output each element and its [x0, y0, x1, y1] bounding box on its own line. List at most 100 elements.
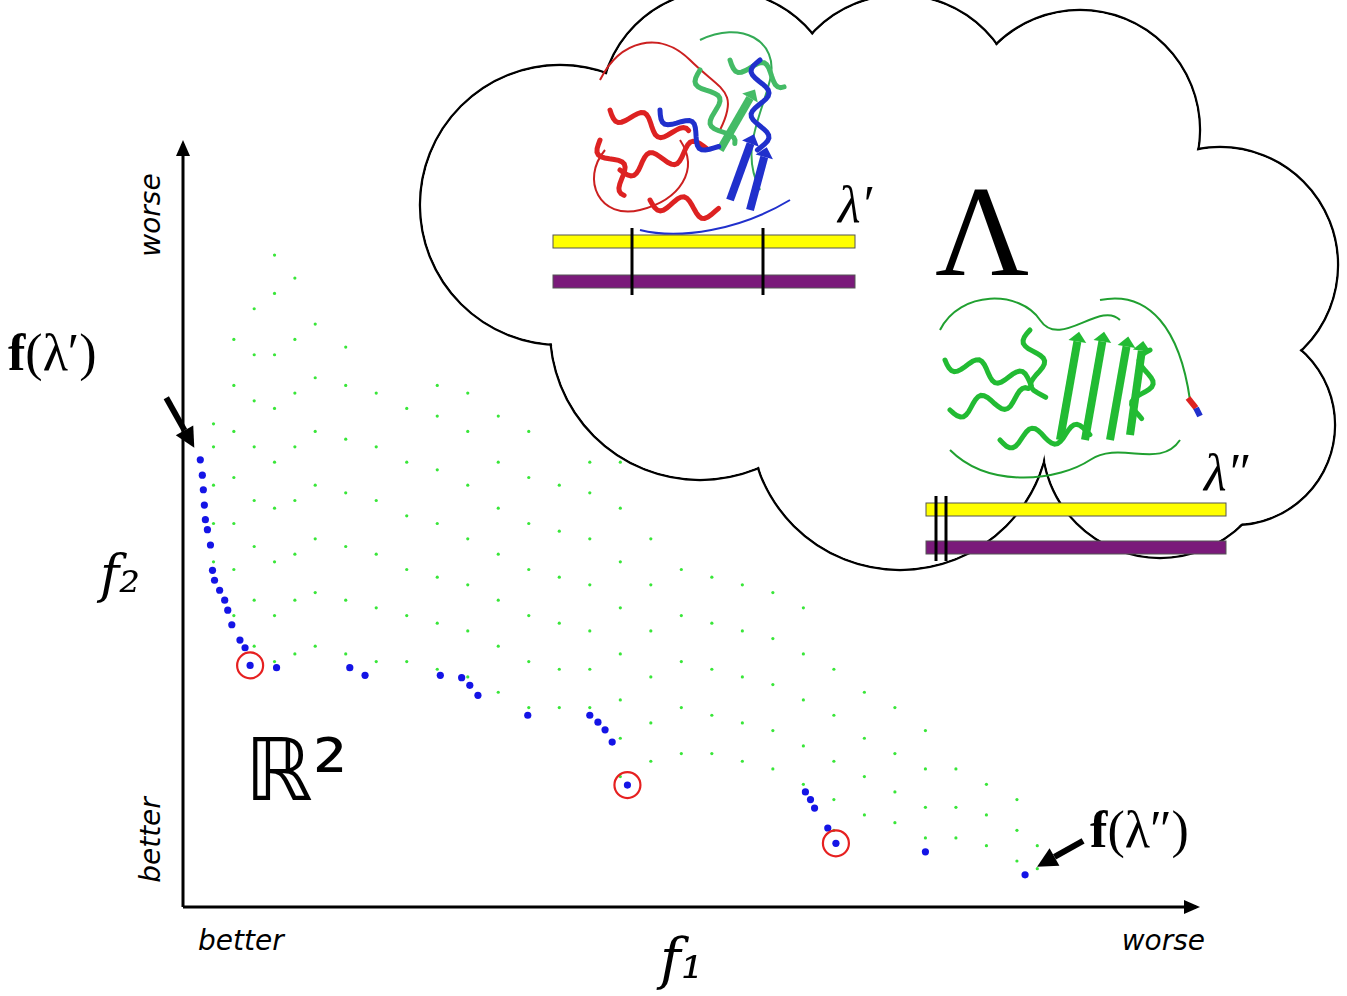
x-axis-title: f₁ — [656, 926, 703, 991]
dominated-point — [649, 760, 652, 763]
dominated-point — [893, 790, 896, 793]
pareto-point — [197, 456, 204, 463]
dominated-point — [232, 338, 235, 341]
dominated-point — [375, 392, 378, 395]
dominated-point — [771, 591, 774, 594]
dominated-point — [527, 430, 530, 433]
dominated-point — [344, 545, 347, 548]
dominated-point — [710, 576, 713, 579]
pareto-point — [922, 848, 929, 855]
dominated-point — [466, 537, 469, 540]
protein-helix — [945, 360, 1031, 386]
dominated-point — [832, 798, 835, 801]
dominated-point — [649, 583, 652, 586]
dominated-point — [314, 430, 317, 433]
dominated-point — [619, 560, 622, 563]
dominated-point — [273, 292, 276, 295]
dominated-point — [985, 813, 988, 816]
dominated-point — [1015, 829, 1018, 832]
pareto-point — [199, 472, 206, 479]
dominated-point — [436, 576, 439, 579]
dominated-point — [293, 392, 296, 395]
bar-purple — [926, 541, 1226, 554]
dominated-point — [344, 384, 347, 387]
pareto-point — [224, 607, 231, 614]
dominated-point — [588, 491, 591, 494]
protein-strand-head — [742, 134, 759, 146]
dominated-point — [344, 438, 347, 441]
pareto-point — [609, 738, 616, 745]
dominated-point — [273, 507, 276, 510]
dominated-point — [924, 767, 927, 770]
dominated-point — [293, 599, 296, 602]
protein-strand-head — [756, 147, 773, 159]
dominated-point — [588, 583, 591, 586]
arrow-b-head — [1037, 848, 1059, 867]
x-low-label: better — [198, 924, 285, 957]
dominated-point — [741, 760, 744, 763]
x-axis-arrow — [1184, 900, 1200, 914]
dominated-point — [466, 484, 469, 487]
dominated-point — [232, 568, 235, 571]
highlight-ring — [237, 652, 263, 678]
dominated-point — [771, 767, 774, 770]
dominated-point — [619, 507, 622, 510]
dominated-point — [497, 691, 500, 694]
y-low-label: better — [134, 796, 167, 883]
dominated-point — [436, 622, 439, 625]
dominated-point — [273, 461, 276, 464]
dominated-point — [558, 622, 561, 625]
dominated-point — [232, 614, 235, 617]
dominated-point — [527, 706, 530, 709]
arrow-b — [1054, 841, 1083, 857]
protein-strand — [1130, 351, 1142, 435]
dominated-point — [893, 706, 896, 709]
decision-space-cloud — [420, 0, 1338, 570]
dominated-point — [405, 568, 408, 571]
dominated-point — [375, 553, 378, 556]
dominated-point — [293, 445, 296, 448]
protein-helix — [660, 110, 719, 150]
dominated-point — [436, 468, 439, 471]
dominated-point — [466, 583, 469, 586]
bars-b — [926, 496, 1226, 561]
dominated-point — [832, 760, 835, 763]
pareto-point — [211, 577, 218, 584]
dominated-point — [314, 537, 317, 540]
dominated-point — [924, 729, 927, 732]
pareto-point — [346, 664, 353, 671]
pareto-point — [204, 526, 211, 533]
dominated-point — [771, 729, 774, 732]
design-a-label: λ′ — [836, 176, 874, 233]
dominated-point — [314, 376, 317, 379]
pareto-point — [832, 840, 839, 847]
dominated-point — [893, 821, 896, 824]
dominated-point — [649, 537, 652, 540]
dominated-point — [497, 461, 500, 464]
protein-helix — [620, 141, 708, 176]
dominated-point — [466, 629, 469, 632]
dominated-point — [649, 629, 652, 632]
dominated-point — [588, 706, 591, 709]
dominated-point — [741, 675, 744, 678]
protein-strand-head — [1118, 337, 1136, 348]
dominated-point — [649, 721, 652, 724]
dominated-point — [1015, 798, 1018, 801]
dominated-point — [232, 522, 235, 525]
dominated-point — [893, 752, 896, 755]
dominated-point — [558, 530, 561, 533]
highlight-ring — [614, 772, 640, 798]
dominated-point — [832, 714, 835, 717]
protein-strand — [1085, 342, 1102, 440]
dominated-point — [232, 384, 235, 387]
dominated-point — [344, 345, 347, 348]
dominated-point — [588, 537, 591, 540]
dominated-point — [466, 392, 469, 395]
dominated-point — [375, 499, 378, 502]
dominated-point — [405, 514, 408, 517]
crossover-line — [631, 228, 634, 295]
dominated-point — [985, 844, 988, 847]
dominated-point — [863, 813, 866, 816]
protein-strand — [1110, 346, 1126, 440]
pareto-point — [247, 662, 254, 669]
